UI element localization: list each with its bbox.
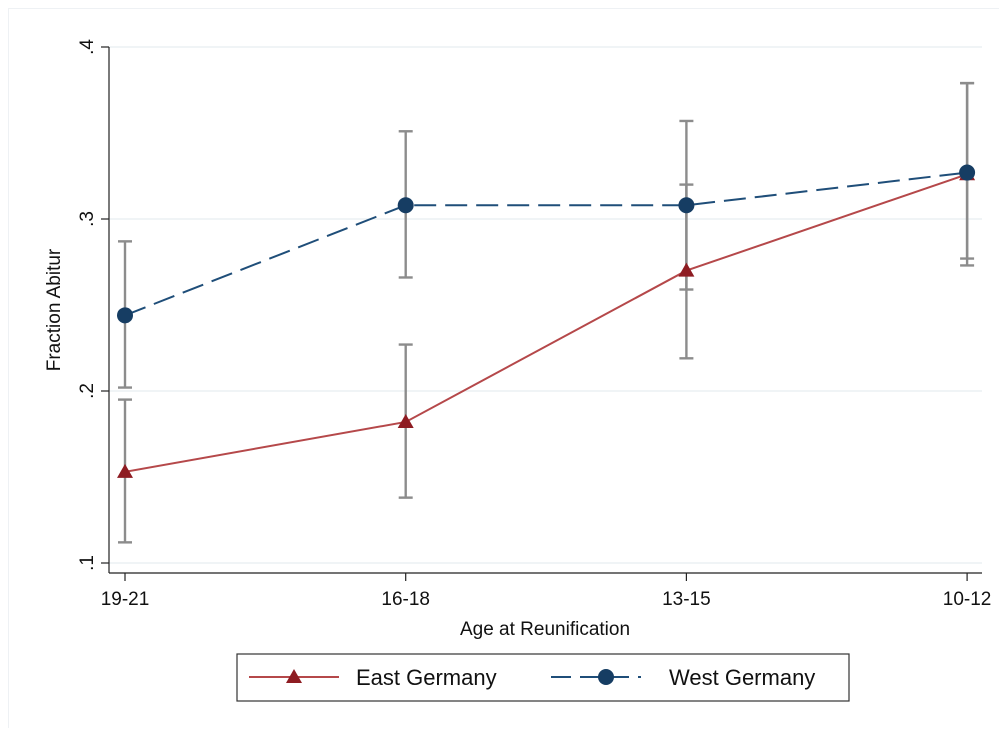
series-lines [124, 171, 968, 473]
grid-lines [109, 46, 982, 564]
west-germany-point-3 [959, 164, 976, 181]
west-germany-point-0 [117, 307, 133, 324]
legend-item-east-germany: East Germany [249, 665, 497, 690]
legend-label-west-germany: West Germany [669, 665, 815, 690]
series-markers [117, 164, 976, 478]
x-tick-label-0: 19-21 [101, 589, 150, 610]
legend-east-germany-triangle-marker [286, 669, 302, 683]
x-ticks: 19-21 16-18 13-15 10-12 [101, 573, 992, 610]
y-tick-label-2: .3 [77, 211, 98, 227]
x-tick-label-2: 13-15 [662, 589, 711, 610]
y-ticks: .1 .2 .3 .4 [77, 39, 109, 571]
legend-west-germany-circle-marker [598, 669, 614, 685]
west-germany-point-1 [397, 197, 414, 214]
axes [108, 47, 982, 574]
y-tick-label-0: .1 [77, 555, 98, 571]
y-axis-title: Fraction Abitur [44, 248, 65, 371]
line-chart: .1 .2 .3 .4 19-21 16-18 13-15 10-12 Fraction A… [44, 39, 992, 702]
west-germany-line [124, 171, 968, 317]
x-tick-label-1: 16-18 [381, 589, 430, 610]
x-axis-title: Age at Reunification [460, 619, 630, 640]
east-germany-line [124, 173, 968, 473]
legend-label-east-germany: East Germany [356, 665, 497, 690]
legend: East Germany West Germany [236, 653, 850, 702]
east-germany-point-1 [397, 413, 414, 428]
legend-item-west-germany: West Germany [551, 665, 815, 690]
west-germany-point-2 [678, 197, 695, 214]
east-germany-point-0 [117, 463, 133, 478]
east-germany-point-2 [678, 262, 695, 277]
error-bars [118, 81, 975, 544]
y-tick-label-3: .4 [77, 39, 98, 55]
chart-frame: .1 .2 .3 .4 19-21 16-18 13-15 10-12 Fraction A… [8, 8, 999, 728]
y-tick-label-1: .2 [77, 383, 98, 399]
legend-box [236, 653, 850, 702]
x-tick-label-3: 10-12 [943, 589, 992, 610]
